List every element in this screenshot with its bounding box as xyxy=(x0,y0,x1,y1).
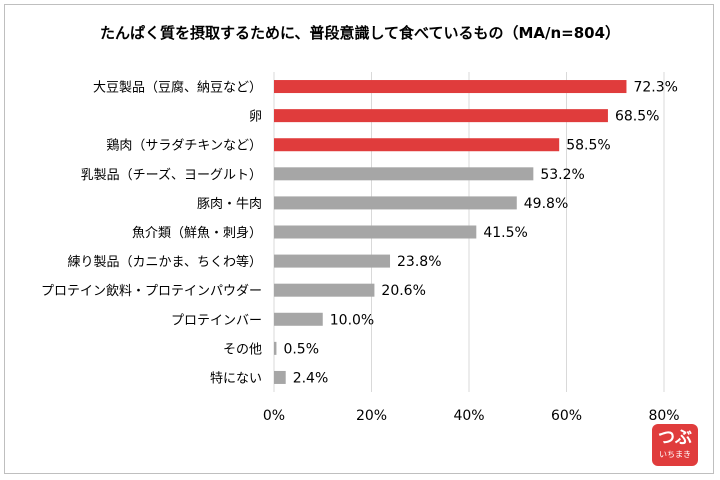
bar-3 xyxy=(274,167,534,181)
category-label-0: 大豆製品（豆腐、納豆など） xyxy=(93,81,262,96)
brand-logo: つぶ いちまき xyxy=(652,424,698,466)
bar-10 xyxy=(274,370,286,384)
x-tick-label-0: 0% xyxy=(263,408,285,424)
value-label-0: 72.3% xyxy=(633,80,677,96)
category-label-4: 豚肉・牛肉 xyxy=(197,197,262,212)
category-label-3: 乳製品（チーズ、ヨーグルト） xyxy=(81,167,262,183)
x-tick-label-1: 20% xyxy=(356,408,387,424)
bar-2 xyxy=(274,138,560,152)
x-tick-label-2: 40% xyxy=(453,408,484,424)
category-label-6: 練り製品（カニかま、ちくわ等） xyxy=(68,254,262,270)
category-label-1: 卵 xyxy=(249,110,262,125)
logo-main-text: つぶ xyxy=(658,428,692,448)
x-tick-label-3: 60% xyxy=(551,408,582,424)
bar-5 xyxy=(274,225,477,239)
category-label-10: 特にない xyxy=(210,371,262,386)
value-label-2: 58.5% xyxy=(566,138,610,154)
value-label-7: 20.6% xyxy=(381,283,425,299)
category-label-5: 魚介類（鮮魚・刺身） xyxy=(132,225,262,241)
value-label-9: 0.5% xyxy=(283,341,319,357)
value-label-1: 68.5% xyxy=(615,109,659,125)
bar-9 xyxy=(274,341,277,355)
category-label-2: 鶏肉（サラダチキンなど） xyxy=(106,139,262,154)
value-label-8: 10.0% xyxy=(330,312,374,328)
bar-0 xyxy=(274,80,627,94)
value-label-3: 53.2% xyxy=(540,167,584,183)
category-label-8: プロテインバー xyxy=(171,313,262,328)
category-label-9: その他 xyxy=(223,342,262,357)
logo-sub-text: いちまき xyxy=(659,450,691,459)
value-label-4: 49.8% xyxy=(524,196,568,212)
bar-4 xyxy=(274,196,517,210)
chart-title: たんぱく質を摂取するために、普段意識して食べているもの（MA/n=804） xyxy=(99,24,621,42)
value-label-5: 41.5% xyxy=(483,225,527,241)
bar-1 xyxy=(274,109,608,123)
value-label-10: 2.4% xyxy=(293,370,329,386)
bar-8 xyxy=(274,312,323,326)
bar-6 xyxy=(274,254,391,268)
x-tick-label-4: 80% xyxy=(648,408,679,424)
category-label-7: プロテイン飲料・プロテインパウダー xyxy=(41,283,262,299)
bar-7 xyxy=(274,283,375,297)
value-label-6: 23.8% xyxy=(397,254,441,270)
